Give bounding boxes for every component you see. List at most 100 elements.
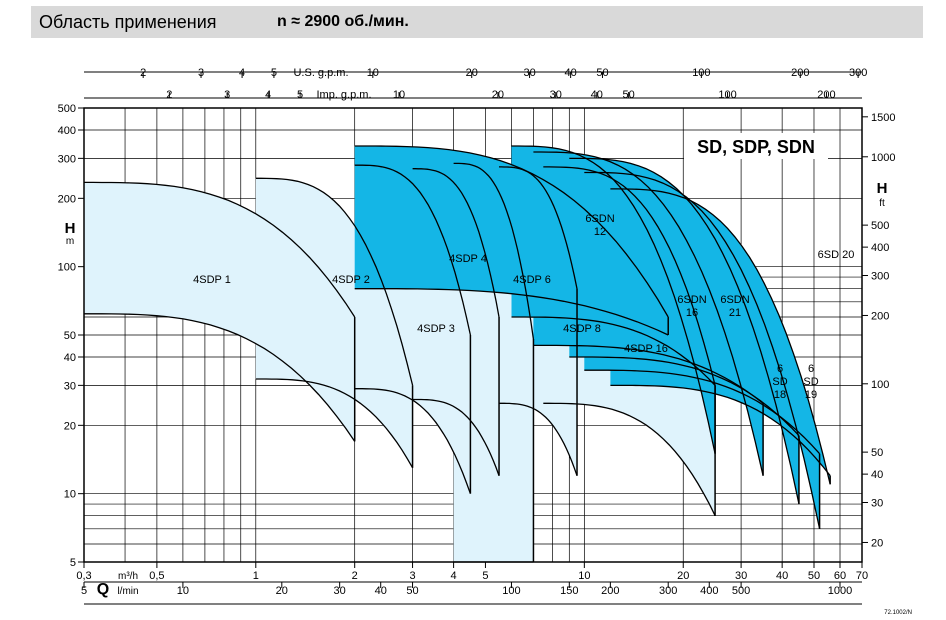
series-curve-top <box>543 166 716 386</box>
y2-axis-unit: ft <box>879 198 885 209</box>
series-curve-bottom <box>354 288 669 336</box>
top-tick-label-impgpm: 4 <box>265 89 271 101</box>
x-tick-label-m3h: 30 <box>735 570 747 582</box>
x-tick-label-m3h: 1 <box>253 570 259 582</box>
series-curve-top <box>610 188 831 485</box>
top-tick-label-usgpm: 4 <box>239 67 245 79</box>
top-tick-label-usgpm: 10 <box>367 67 379 79</box>
series-label: 6SD 20 <box>818 249 855 261</box>
series-curve-top <box>533 151 764 476</box>
y2-tick-label: 500 <box>871 220 889 232</box>
top-tick-label-usgpm: 300 <box>849 67 867 79</box>
x-tick-label-m3h: 0,5 <box>149 570 164 582</box>
series-label: 6 SD 18 <box>772 363 787 401</box>
top-tick-label-impgpm: 2 <box>166 89 172 101</box>
y-tick-label: 200 <box>58 193 76 205</box>
x-tick-label-lmin: 1000 <box>828 585 852 597</box>
chart-curves <box>84 145 831 563</box>
top-axis-label-impgpm: Imp. g.p.m. <box>316 89 371 101</box>
x-tick-label-lmin: 150 <box>560 585 578 597</box>
y2-tick-label: 300 <box>871 270 889 282</box>
top-tick-label-impgpm: 5 <box>297 89 303 101</box>
series-label: 6 SD 19 <box>803 363 818 401</box>
top-tick-label-impgpm: 3 <box>224 89 230 101</box>
y2-tick-label: 50 <box>871 447 883 459</box>
series-curve-top <box>354 145 669 318</box>
x-axis-label: Q <box>97 581 109 598</box>
x-tick-label-m3h: 20 <box>677 570 689 582</box>
series-curve-top <box>453 162 535 340</box>
y-tick-label: 5 <box>70 557 76 569</box>
y2-tick-label: 40 <box>871 469 883 481</box>
series-label: 4SDP 8 <box>563 323 601 335</box>
x-tick-label-m3h: 2 <box>352 570 358 582</box>
top-tick-label-impgpm: 40 <box>591 89 603 101</box>
y-tick-label: 40 <box>64 352 76 364</box>
x-tick-label-m3h: 70 <box>856 570 868 582</box>
chart-axes: 5102030405010020030040050020304050100200… <box>58 67 896 597</box>
top-tick-label-usgpm: 40 <box>565 67 577 79</box>
y2-tick-label: 200 <box>871 310 889 322</box>
x-tick-label-m3h: 4 <box>451 570 457 582</box>
y2-tick-label: 20 <box>871 537 883 549</box>
x-tick-label-m3h: 40 <box>776 570 788 582</box>
x-axis-unit-m3h: m³/h <box>118 571 138 582</box>
y-tick-label: 100 <box>58 262 76 274</box>
series-curve-bottom <box>84 313 356 442</box>
footnote: 72.1002/N <box>884 610 912 616</box>
top-tick-label-usgpm: 20 <box>466 67 478 79</box>
top-axis-label-usgpm: U.S. g.p.m. <box>293 67 348 79</box>
y2-tick-label: 1000 <box>871 152 895 164</box>
top-tick-label-usgpm: 3 <box>198 67 204 79</box>
series-label: 6SDN 21 <box>720 294 749 319</box>
series-curve-top <box>84 181 356 318</box>
y2-tick-label: 400 <box>871 242 889 254</box>
series-curve-bottom <box>543 402 716 516</box>
y-tick-label: 20 <box>64 420 76 432</box>
y2-axis-label: H <box>877 180 888 197</box>
page-title: Область применения <box>39 12 217 32</box>
top-tick-label-usgpm: 50 <box>596 67 608 79</box>
series-curve-bottom <box>610 384 831 477</box>
chart-title: SD, SDP, SDN <box>697 137 815 157</box>
y-tick-label: 50 <box>64 330 76 342</box>
x-tick-label-lmin: 50 <box>406 585 418 597</box>
top-tick-label-usgpm: 100 <box>692 67 710 79</box>
series-label: 4SDP 6 <box>513 274 551 286</box>
series-label: 6SDN 12 <box>585 213 614 238</box>
x-tick-label-lmin: 20 <box>276 585 288 597</box>
speed-label: n ≈ 2900 об./мин. <box>277 13 409 30</box>
y-tick-label: 500 <box>58 103 76 115</box>
y-tick-label: 10 <box>64 489 76 501</box>
y-tick-label: 300 <box>58 153 76 165</box>
x-tick-label-lmin: 500 <box>732 585 750 597</box>
series-curve-top <box>584 171 821 529</box>
series-curve-bottom <box>569 356 800 437</box>
x-tick-label-lmin: 10 <box>177 585 189 597</box>
x-tick-label-m3h: 3 <box>409 570 415 582</box>
series-curve-top <box>511 145 716 454</box>
x-tick-label-lmin: 400 <box>700 585 718 597</box>
series-label: 4SDP 3 <box>417 323 455 335</box>
series-label: 4SDP 2 <box>332 274 370 286</box>
top-tick-label-usgpm: 30 <box>523 67 535 79</box>
x-tick-label-m3h: 5 <box>482 570 488 582</box>
series-curve-bottom <box>412 398 500 476</box>
top-tick-label-impgpm: 50 <box>623 89 635 101</box>
series-curve-top <box>499 166 578 289</box>
x-tick-label-m3h: 50 <box>808 570 820 582</box>
top-tick-label-usgpm: 2 <box>140 67 146 79</box>
top-tick-label-impgpm: 20 <box>492 89 504 101</box>
series-label: 4SDP 1 <box>193 274 231 286</box>
series-area <box>610 188 831 485</box>
y-tick-label: 400 <box>58 125 76 137</box>
top-tick-label-impgpm: 100 <box>718 89 736 101</box>
y2-tick-label: 1500 <box>871 112 895 124</box>
chart-title-bg <box>684 133 828 159</box>
series-area <box>255 178 413 468</box>
y-tick-label: 30 <box>64 380 76 392</box>
series-curve-bottom <box>533 344 764 404</box>
x-tick-label-lmin: 40 <box>375 585 387 597</box>
series-curve-bottom <box>584 369 821 455</box>
